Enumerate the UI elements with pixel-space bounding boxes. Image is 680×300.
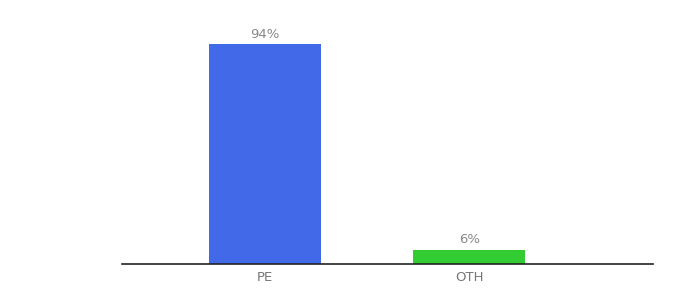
Text: 6%: 6% [459, 233, 479, 247]
Bar [209, 44, 321, 264]
Text: 94%: 94% [250, 28, 280, 40]
Bar [413, 250, 525, 264]
